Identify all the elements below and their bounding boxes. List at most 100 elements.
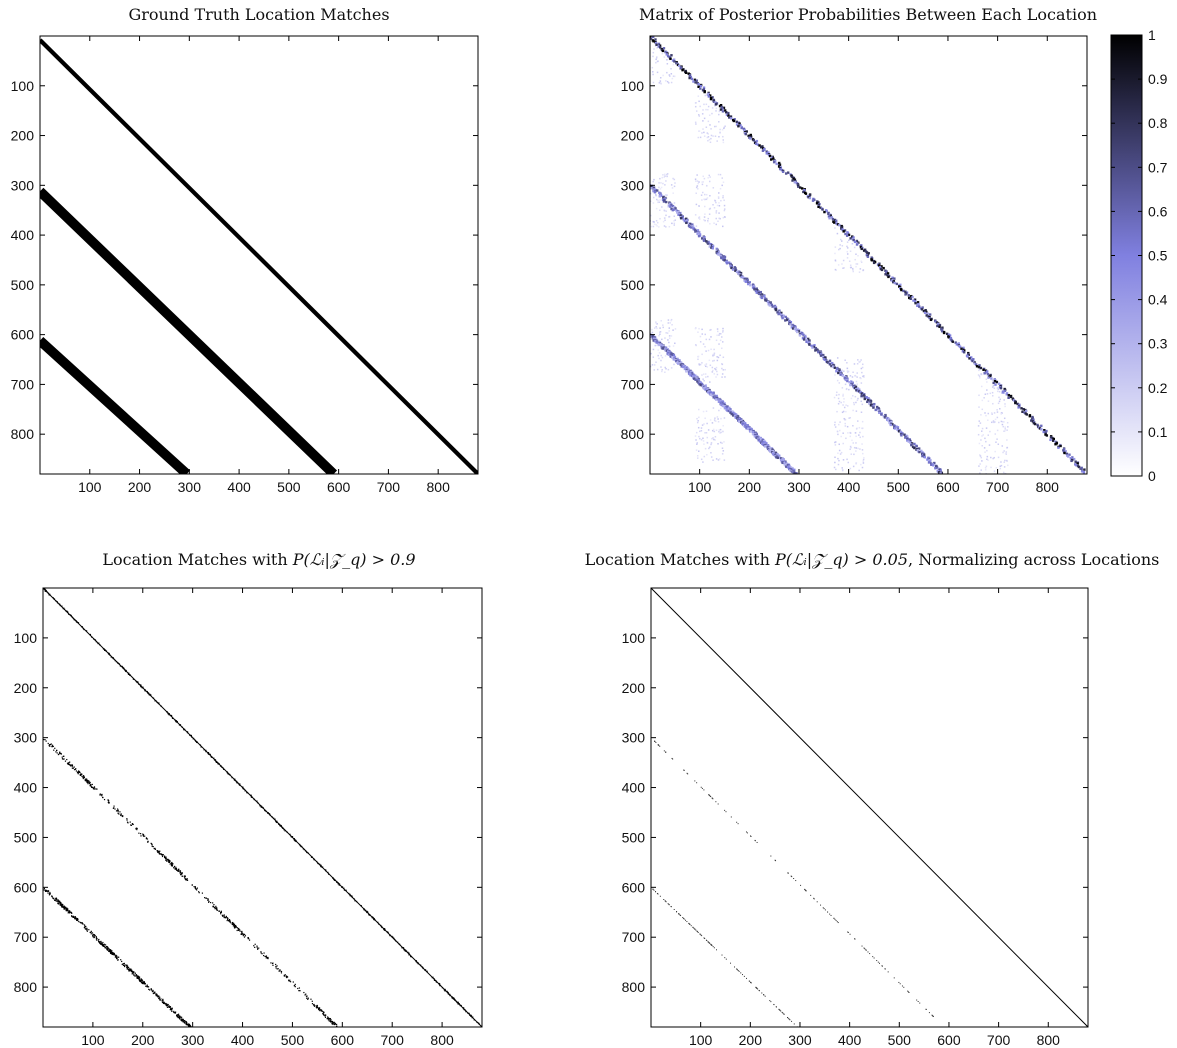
probability-cell xyxy=(844,232,847,236)
probability-cell xyxy=(658,82,661,84)
probability-cell xyxy=(860,367,863,370)
match-cell xyxy=(916,999,918,1001)
match-cell xyxy=(61,756,63,758)
probability-cell xyxy=(999,465,1002,467)
probability-cell xyxy=(855,462,857,465)
match-cell xyxy=(283,829,285,831)
probability-cell xyxy=(849,250,852,253)
match-cell xyxy=(100,940,102,943)
probability-cell xyxy=(702,175,704,178)
match-cell xyxy=(306,997,308,999)
probability-cell xyxy=(723,209,726,212)
probability-cell xyxy=(878,262,881,265)
match-cell xyxy=(59,901,61,903)
match-cell xyxy=(217,763,219,765)
probability-cell xyxy=(710,134,713,137)
probability-cell xyxy=(985,440,987,443)
probability-cell xyxy=(718,121,720,123)
probability-cell xyxy=(729,115,733,118)
match-cell xyxy=(146,838,149,840)
match-cell xyxy=(173,865,176,868)
probability-cell xyxy=(938,323,942,327)
probability-cell xyxy=(860,247,863,251)
match-cell xyxy=(133,974,135,977)
probability-cell xyxy=(723,441,725,443)
probability-cell xyxy=(860,261,863,264)
match-cell xyxy=(141,982,144,984)
match-cell xyxy=(181,1018,183,1020)
probability-cell xyxy=(706,442,709,444)
probability-cell xyxy=(694,105,697,108)
probability-cell xyxy=(743,129,746,132)
probability-cell xyxy=(655,58,657,61)
match-cell xyxy=(188,1023,191,1026)
y-tick-label: 400 xyxy=(14,780,38,796)
probability-cell xyxy=(880,265,883,268)
probability-cell xyxy=(713,222,715,224)
probability-cell xyxy=(996,411,999,413)
probability-cell xyxy=(661,206,663,208)
probability-cell xyxy=(1040,424,1043,428)
probability-cell xyxy=(811,346,814,349)
colorbar-tick-label: 1 xyxy=(1148,27,1156,43)
probability-cell xyxy=(804,192,808,195)
match-cell xyxy=(121,963,123,966)
match-cell xyxy=(182,1018,184,1021)
probability-cell xyxy=(814,349,817,352)
colorbar-tick-label: 0.4 xyxy=(1148,292,1168,308)
probability-cell xyxy=(713,373,716,375)
probability-cell xyxy=(651,328,653,331)
match-cell xyxy=(447,993,450,995)
match-cell xyxy=(724,809,726,811)
match-cell xyxy=(816,901,818,903)
probability-cell xyxy=(1005,393,1008,396)
probability-cell xyxy=(717,196,720,198)
match-cell xyxy=(654,740,656,742)
probability-cell xyxy=(850,453,853,455)
probability-cell xyxy=(834,374,836,376)
match-cell xyxy=(49,891,51,894)
probability-cell xyxy=(652,356,655,358)
match-cell xyxy=(454,999,456,1001)
probability-cell xyxy=(978,364,981,367)
match-cell xyxy=(74,917,76,919)
title-suffix: , Normalizing across Locations xyxy=(908,550,1159,569)
probability-cell xyxy=(986,455,989,458)
probability-cell xyxy=(650,200,652,203)
probability-cell xyxy=(656,47,658,49)
probability-cell xyxy=(978,406,980,408)
match-cell xyxy=(102,941,104,944)
match-cell xyxy=(286,976,289,978)
probability-cell xyxy=(701,374,703,376)
match-cell xyxy=(316,860,318,863)
probability-cell xyxy=(834,441,836,444)
probability-cell xyxy=(861,366,864,369)
probability-cell xyxy=(986,449,988,452)
match-cell xyxy=(169,1006,172,1008)
probability-cell xyxy=(842,442,844,445)
probability-cell xyxy=(732,268,735,271)
match-cell xyxy=(139,980,141,982)
axes-frame xyxy=(650,587,1089,1028)
probability-cell xyxy=(702,461,704,463)
probability-cell xyxy=(653,48,655,50)
probability-cell xyxy=(704,219,706,222)
match-cell xyxy=(167,858,169,860)
probability-cell xyxy=(665,349,669,353)
probability-cell xyxy=(877,264,881,267)
probability-cell xyxy=(703,216,706,218)
match-cell xyxy=(265,810,267,813)
match-cell xyxy=(114,659,116,662)
colorbar-tick-label: 0.2 xyxy=(1148,380,1168,396)
match-cell xyxy=(86,779,88,782)
probability-cell xyxy=(699,87,702,90)
match-cell xyxy=(222,767,224,769)
match-cell xyxy=(274,818,276,820)
probability-cell xyxy=(1028,414,1032,418)
probability-cell xyxy=(770,158,773,161)
probability-cell xyxy=(672,63,675,66)
probability-cell xyxy=(805,340,808,343)
probability-cell xyxy=(764,299,767,302)
match-cell xyxy=(90,930,92,932)
probability-cell xyxy=(666,332,669,334)
